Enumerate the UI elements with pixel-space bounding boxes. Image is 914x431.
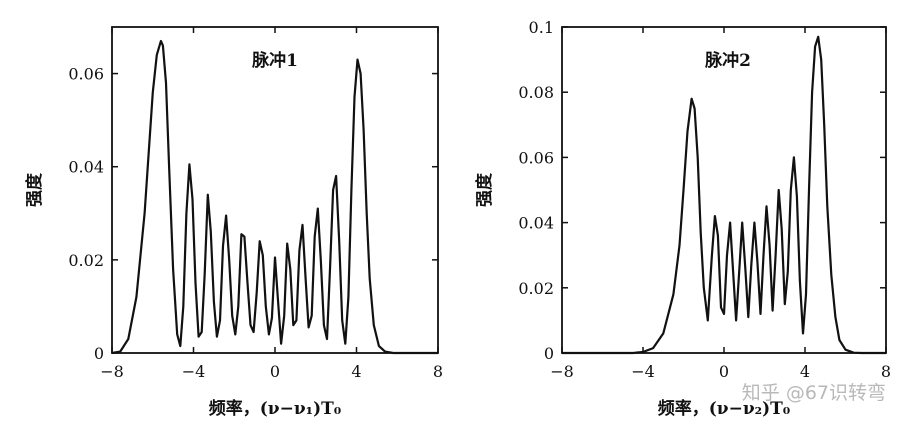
panel-1-title: 脉冲1 [251,50,298,71]
panel-1-y-axis-label: 强度 [24,172,45,207]
panel-2-y-tick-label: 0.08 [518,83,554,102]
panel-2-x-axis-label: 频率，(ν−ν₂)T₀ [658,398,790,419]
panel-1-x-tick-label: 0 [270,362,280,381]
panel-1-x-axis-label: 频率，(ν−ν₁)T₀ [209,398,341,419]
panel-1-series-line-1 [111,39,438,355]
panel-2-y-tick-label: 0.1 [529,18,554,37]
panel-2-y-tick-label: 0.06 [518,148,554,167]
panel-2-title: 脉冲2 [704,50,751,71]
panel-2-series-line-1 [562,35,886,355]
panel-1-y-tick-label: 0.02 [68,251,104,270]
panel-2-x-tick-label: 0 [719,362,729,381]
panel-2-y-tick-label: 0 [544,344,554,363]
panel-2-y-tick-label: 0.02 [518,279,554,298]
panel-1-y-tick-label: 0 [94,344,104,363]
panel-2-x-tick-label: −8 [550,362,574,381]
panel-1-x-tick-label: 4 [351,362,361,381]
panel-1-y-tick-label: 0.04 [68,158,104,177]
panel-2-x-tick-label: 8 [881,362,891,381]
panel-2-x-tick-label: 4 [800,362,810,381]
panel-1-x-tick-label: 8 [433,362,443,381]
panel-1-x-tick-label: −8 [100,362,124,381]
panel-1-plot-frame [111,26,439,354]
panel-2-y-axis-label: 强度 [474,172,495,207]
panel-2-x-tick-label: −4 [631,362,655,381]
panel-1-x-tick-label: −4 [182,362,206,381]
watermark: 知乎 @67识转弯 [741,382,886,404]
panel-2-y-tick-label: 0.04 [518,214,554,233]
panel-1-y-tick-label: 0.06 [68,65,104,84]
